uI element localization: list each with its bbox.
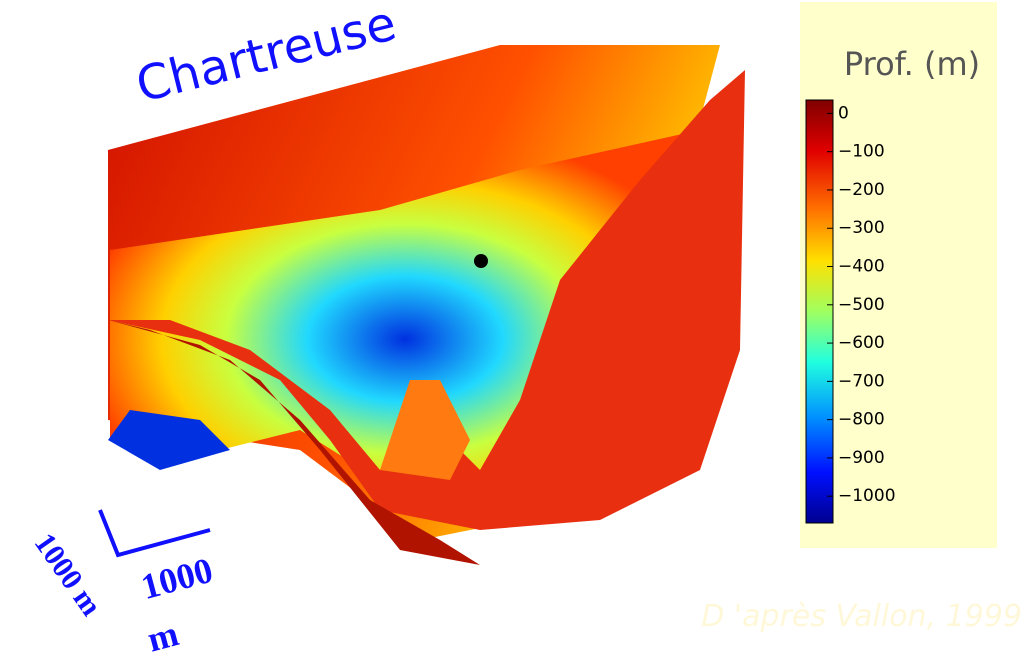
colorbar-tick-label: −200 [838,180,885,200]
slide: Chartreuse Prof. (m) 0−100−200−300−400−5… [0,0,1030,669]
colorbar-tick-label: −100 [838,142,885,162]
colorbar-tick-label: −1000 [838,486,896,506]
colorbar-tick-label: 0 [838,103,849,123]
surface [108,45,745,565]
source-note: D 'après Vallon, 1999 [701,599,1022,634]
colorbar-tick-label: −300 [838,218,885,238]
colorbar-tick-label: −500 [838,295,885,315]
scale-label: 1000 m [28,527,108,622]
colorbar-tick-label: −400 [838,257,885,277]
marker-dot [474,254,488,268]
scale-label: m [143,613,182,659]
colorbar-tick-label: −700 [838,371,885,391]
colorbar-tick-label: −600 [838,333,885,353]
colorbar-tick-label: −800 [838,410,885,430]
colorbar [806,100,833,523]
colorbar-title: Prof. (m) [844,45,980,83]
scale-bar [100,510,210,555]
colorbar-tick-label: −900 [838,448,885,468]
scale-label: 1000 [137,550,217,607]
